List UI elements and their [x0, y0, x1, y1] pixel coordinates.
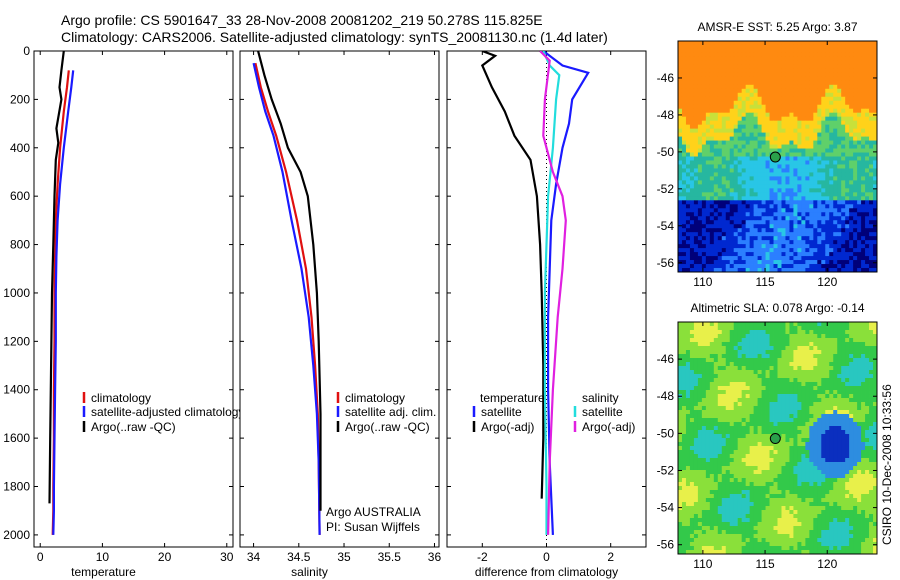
- y-tick-label: -46: [657, 352, 675, 366]
- series-line-1: [52, 70, 75, 535]
- y-tick-label: -50: [657, 426, 675, 440]
- legend-diff-sal-title: salinity: [582, 391, 619, 405]
- figure-title-line1: Argo profile: CS 5901647_33 28-Nov-2008 …: [61, 12, 543, 28]
- x-tick-label: 20: [158, 550, 172, 564]
- legend-temp-clim-label: climatology: [91, 391, 151, 405]
- y-tick-label: 1600: [3, 431, 30, 445]
- side-credit-label: CSIRO 10-Dec-2008 10:33:56: [880, 384, 894, 545]
- series-line-0: [542, 51, 590, 535]
- axes-frame: [33, 50, 234, 548]
- legend-sal-argo-label: Argo(..raw -QC): [345, 420, 430, 434]
- sla-map-title: Altimetric SLA: 0.078 Argo: -0.14: [690, 301, 864, 315]
- legend-temp-argo-label: Argo(..raw -QC): [91, 420, 176, 434]
- x-tick-label: 35.5: [378, 550, 402, 564]
- x-tick-label: 35: [337, 550, 351, 564]
- series-line-1: [252, 62, 321, 535]
- x-tick-label: 34.5: [287, 550, 311, 564]
- credit-pi: PI: Susan Wijffels: [326, 520, 420, 534]
- x-tick-label: 10: [96, 550, 110, 564]
- x-tick-label: 110: [693, 557, 712, 571]
- credit-argo-australia: Argo AUSTRALIA: [326, 505, 421, 519]
- legend-diff-temp-title: temperature: [480, 391, 545, 405]
- y-tick-label: -54: [657, 501, 675, 515]
- x-axis-label: temperature: [71, 565, 136, 579]
- map-frame: [677, 40, 878, 273]
- y-tick-label: 800: [10, 238, 30, 252]
- x-tick-label: 115: [755, 275, 774, 289]
- x-tick-label: 120: [817, 557, 837, 571]
- series-line-2: [48, 51, 65, 504]
- panel-temperature: 0 200 400 600 800 1000 1200 1400 1600 1800 2000 0 10…: [3, 44, 244, 579]
- y-tick-label: 1000: [3, 286, 30, 300]
- y-tick-label: 600: [10, 189, 30, 203]
- figure-title-line2: Climatology: CARS2006. Satellite-adjuste…: [61, 29, 608, 45]
- x-tick-label: 0: [543, 550, 550, 564]
- series-line-3: [539, 51, 567, 535]
- x-tick-label: 115: [755, 557, 774, 571]
- y-tick-label: 1800: [3, 480, 30, 494]
- panel-sla_map: -46 -48 -50 -52 -54 -56 110 115 120 Altimetric SL…: [657, 301, 878, 571]
- legend-diff-sal-argo-label: Argo(-adj): [582, 420, 635, 434]
- series-line-2: [257, 51, 322, 511]
- y-tick-label: -52: [657, 182, 675, 196]
- legend-sal-sat-label: satellite adj. clim.: [345, 405, 436, 419]
- x-axis-label: salinity: [291, 565, 328, 579]
- y-tick-label: 0: [23, 44, 30, 58]
- y-tick-label: -48: [657, 108, 675, 122]
- legend-diff-temp-sat-label: satellite: [481, 405, 522, 419]
- y-tick-label: 2000: [3, 528, 30, 542]
- x-axis-label: difference from climatology: [475, 565, 618, 579]
- panel-sst_map: -46 -48 -50 -52 -54 -56 110 115 120 AMSR-E SST: 5…: [657, 20, 878, 289]
- y-tick-label: 1200: [3, 334, 30, 348]
- y-tick-label: -56: [657, 538, 675, 552]
- y-tick-label: 400: [10, 141, 30, 155]
- y-tick-label: 1400: [3, 383, 30, 397]
- series-line-2: [542, 51, 561, 535]
- panel-salinity: 34 34.5 35 35.5 36 salinity climatologysatelli…: [239, 50, 442, 579]
- y-tick-label: -48: [657, 389, 675, 403]
- legend-diff-temp-argo-label: Argo(-adj): [481, 420, 534, 434]
- sst-heatmap-cells: [678, 41, 878, 273]
- series-line-1: [480, 51, 545, 499]
- legend-sal-clim-label: climatology: [345, 391, 405, 405]
- x-tick-label: 36: [428, 550, 442, 564]
- x-tick-label: 34: [247, 550, 261, 564]
- map-frame: [677, 321, 878, 555]
- y-tick-label: -46: [657, 71, 675, 85]
- x-tick-label: 120: [817, 275, 837, 289]
- sla-heatmap-cells: [678, 322, 878, 555]
- sst-map-title: AMSR-E SST: 5.25 Argo: 3.87: [697, 20, 857, 34]
- legend-temp-sat-label: satellite-adjusted climatology: [91, 405, 244, 419]
- y-tick-label: -56: [657, 256, 675, 270]
- y-tick-label: -52: [657, 463, 675, 477]
- x-tick-label: -2: [477, 550, 488, 564]
- x-tick-label: 110: [693, 275, 712, 289]
- y-tick-label: -50: [657, 145, 675, 159]
- float-location-marker: [769, 151, 781, 163]
- float-location-marker: [769, 433, 781, 445]
- y-tick-label: -54: [657, 219, 675, 233]
- legend-diff-sal-sat-label: satellite: [582, 405, 623, 419]
- x-tick-label: 30: [220, 550, 234, 564]
- x-tick-label: 0: [37, 550, 44, 564]
- y-tick-label: 200: [10, 92, 30, 106]
- x-tick-label: 2: [607, 550, 614, 564]
